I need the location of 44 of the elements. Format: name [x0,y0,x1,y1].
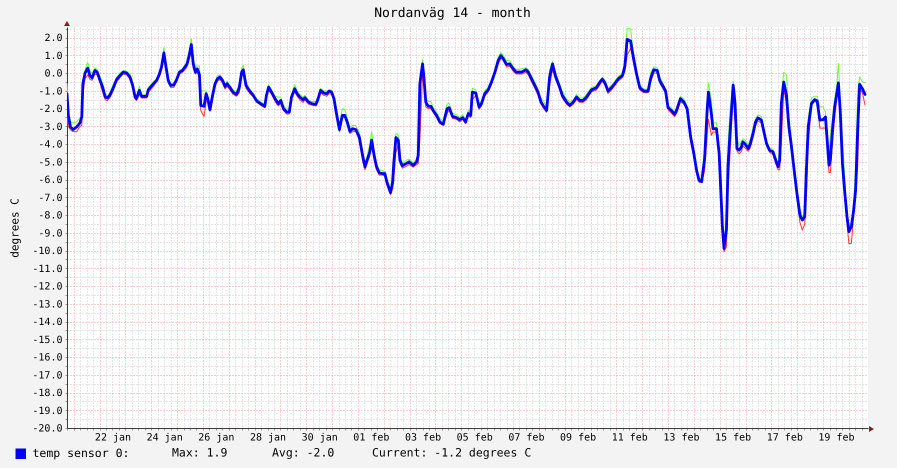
y-tick-label: -11.0 [32,264,62,275]
legend-label: temp sensor 0: [32,446,130,460]
text: Avg: -2.0 [272,446,334,460]
y-tick-label: -3.0 [38,122,62,133]
x-tick-label: 22 jan [94,432,132,444]
y-tick-label: -6.0 [38,175,62,186]
x-tick-label: 11 feb [612,432,648,444]
x-tick-label: 28 jan [250,432,286,444]
y-tick-label: -18.0 [32,388,62,400]
y-tick-label: -12.0 [32,282,62,293]
x-tick-label: 17 feb [766,432,803,444]
y-tick-label: -19.0 [32,406,62,417]
x-tick-label: 13 feb [663,432,700,444]
y-tick-label: -15.0 [32,334,62,346]
y-tick-label: 0.0 [44,68,62,80]
x-tick-label: 09 feb [560,432,596,444]
y-tick-label: -17.0 [32,370,62,382]
x-tick-label: 26 jan [198,432,234,444]
y-tick-label: -1.0 [38,86,62,98]
y-tick-label: -20.0 [32,424,62,434]
x-tick-label: 19 feb [818,432,855,444]
x-tick-label: 05 feb [456,432,493,444]
y-tick-label: 2.0 [44,33,62,44]
x-tick-label: 01 feb [353,432,390,444]
y-tick-label: -13.0 [32,299,62,310]
text: Max: 1.9 [172,446,228,460]
y-tick-label: -10.0 [32,246,62,258]
y-tick-label: -16.0 [32,352,62,364]
text: Current: -1.2 degrees C [372,446,532,460]
x-tick-label: 15 feb [715,432,752,444]
chart-title: Nordanväg 14 - month [374,6,531,21]
y-axis-title: degrees C [8,198,22,258]
y-tick-label: -8.0 [38,210,62,222]
x-tick-label: 03 feb [404,432,442,444]
x-tick-label: 24 jan [146,432,183,444]
y-tick-label: -7.0 [38,192,62,204]
y-tick-label: -4.0 [38,140,62,151]
x-tick-label: 30 jan [302,432,338,444]
y-tick-label: -2.0 [38,104,62,116]
y-tick-label: -14.0 [32,317,62,328]
y-tick-label: -5.0 [38,157,62,168]
x-tick-label: 07 feb [508,432,544,444]
y-tick-label: -9.0 [38,228,62,240]
y-tick-label: 1.0 [44,50,62,62]
